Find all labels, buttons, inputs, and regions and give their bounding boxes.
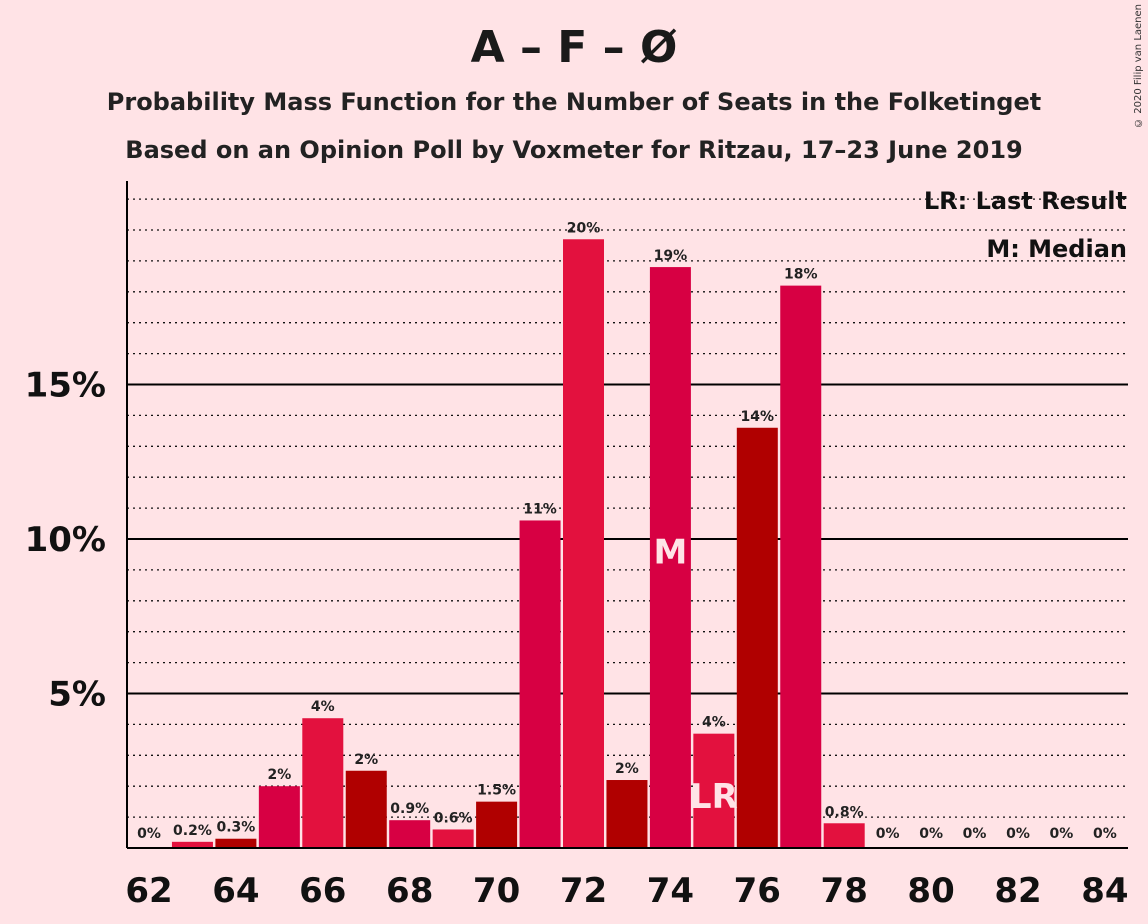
bar-value-label: 0.9%	[390, 801, 429, 817]
median-marker: M	[653, 533, 687, 573]
chart-title: A – F – Ø	[470, 22, 678, 73]
legend-last-result: LR: Last Result	[924, 187, 1127, 215]
x-tick-label: 78	[821, 871, 868, 911]
bar-seat-67	[345, 770, 387, 848]
bar-value-label: 0%	[876, 826, 900, 842]
bar-value-label: 4%	[702, 715, 726, 731]
bar-value-label: 0%	[919, 826, 943, 842]
bar-value-label: 0%	[137, 826, 161, 842]
x-tick-label: 62	[125, 871, 172, 911]
x-tick-label: 82	[994, 871, 1041, 911]
bar-value-label: 0%	[1093, 826, 1117, 842]
x-tick-label: 70	[473, 871, 520, 911]
grid-lines	[127, 198, 1128, 818]
bar-value-label: 2%	[267, 767, 291, 783]
bar-seat-74	[649, 267, 691, 849]
bar-seat-66	[302, 718, 344, 848]
bar-value-label: 0%	[963, 826, 987, 842]
bar-value-label: 1.5%	[477, 783, 516, 799]
bar-seat-68	[389, 820, 431, 848]
bar-seat-63	[171, 841, 213, 848]
x-tick-label: 76	[734, 871, 781, 911]
bar-seat-64	[215, 838, 257, 848]
bar-seat-77	[780, 285, 822, 848]
bar-seat-72	[563, 239, 604, 848]
bar-labels: 0% 0.2% 0.3% 2% 4% 2% 0.9% 0.6%1.5% 11% 20% 2% 19% M…	[137, 220, 1117, 842]
x-tick-label: 72	[560, 871, 607, 911]
bar-value-label: 14%	[741, 409, 775, 425]
x-tick-label: 74	[647, 871, 694, 911]
bar-value-label: 4%	[311, 699, 335, 715]
bar-value-label: 2%	[354, 752, 378, 768]
bars	[171, 239, 865, 849]
y-tick-label: 10%	[25, 520, 106, 560]
bar-value-label: 20%	[567, 220, 601, 236]
axes: 5% 10% 15% 62 64 66 68 70 72 74 76 78 80 82 84	[25, 181, 1129, 911]
bar-value-label: 2%	[615, 761, 639, 777]
x-tick-label: 66	[299, 871, 346, 911]
chart-subtitle-2: Based on an Opinion Poll by Voxmeter for…	[125, 136, 1023, 164]
bar-value-label: 0%	[1050, 826, 1074, 842]
bar-value-label: 0.2%	[173, 823, 212, 839]
bar-seat-75	[693, 733, 735, 848]
bar-seat-65	[258, 786, 300, 848]
x-tick-label: 68	[386, 871, 433, 911]
x-tick-label: 64	[212, 871, 259, 911]
bar-seat-69	[432, 829, 474, 848]
y-tick-label: 15%	[25, 366, 106, 406]
bar-value-label: 0.8%	[825, 804, 864, 820]
bar-seat-70	[476, 801, 518, 848]
x-tick-label: 80	[907, 871, 954, 911]
bar-value-label: 11%	[523, 501, 557, 517]
legend: LR: Last Result M: Median	[924, 187, 1127, 263]
last-result-marker: LR	[690, 777, 738, 817]
bar-seat-71	[519, 520, 561, 848]
legend-median: M: Median	[986, 235, 1127, 263]
bar-value-label: 0.3%	[216, 820, 255, 836]
bar-seat-78	[823, 823, 865, 848]
bar-value-label: 18%	[784, 267, 818, 283]
chart-subtitle-1: Probability Mass Function for the Number…	[106, 88, 1042, 116]
bar-seat-73	[606, 780, 648, 848]
bar-value-label: 0%	[1006, 826, 1030, 842]
bar-value-label: 19%	[654, 248, 688, 264]
y-tick-label: 5%	[48, 675, 106, 715]
bar-value-label: 0.6%	[434, 810, 473, 826]
x-tick-label: 84	[1081, 871, 1128, 911]
bar-seat-76	[736, 427, 778, 848]
